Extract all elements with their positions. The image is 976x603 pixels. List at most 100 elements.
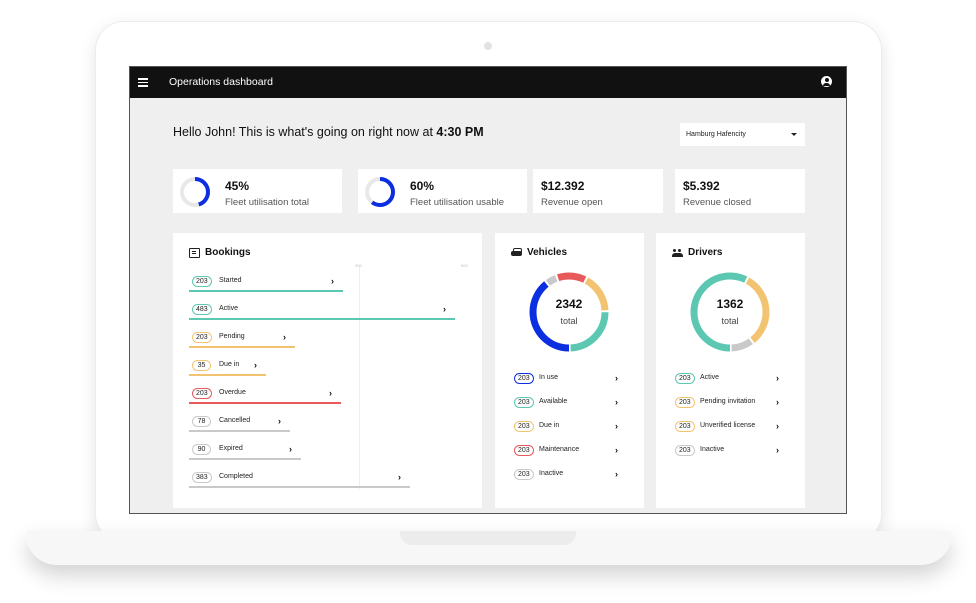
chevron-right-icon[interactable]: › xyxy=(289,444,292,454)
drivers-heading: Drivers xyxy=(672,247,722,258)
kpi-value: 45% xyxy=(225,179,250,193)
row-label: Active xyxy=(219,305,239,312)
count-badge: 35 xyxy=(192,360,211,371)
booking-bar xyxy=(189,402,341,404)
booking-row-active[interactable]: 483 Active › xyxy=(189,304,455,320)
chevron-right-icon[interactable]: › xyxy=(776,421,779,431)
kpi-value: $12.392 xyxy=(541,179,585,193)
count-badge: 78 xyxy=(192,416,211,427)
kpi-value: 60% xyxy=(410,179,435,193)
chevron-right-icon[interactable]: › xyxy=(615,469,618,479)
book-icon xyxy=(189,247,200,258)
booking-row-started[interactable]: 203 Started › xyxy=(189,276,343,292)
row-label: Pending xyxy=(219,333,245,340)
chevron-right-icon[interactable]: › xyxy=(331,276,334,286)
row-label: In use xyxy=(539,374,559,381)
row-label: Overdue xyxy=(219,389,246,396)
bookings-panel: Bookings 200 500 203 Started › 483 Active › 20… xyxy=(173,233,482,508)
count-badge: 383 xyxy=(192,472,212,483)
row-label: Available xyxy=(539,398,568,405)
kpi-fleet-utilisation-usable: 60% Fleet utilisation usable xyxy=(358,169,527,213)
greeting: Hello John! This is what's going on righ… xyxy=(173,125,484,139)
booking-bar xyxy=(189,374,266,376)
people-icon xyxy=(672,248,683,258)
row-label: Due in xyxy=(539,422,560,429)
vehicle-row-in-use[interactable]: 203 In use › xyxy=(511,373,621,387)
booking-row-due-in[interactable]: 35 Due in › xyxy=(189,360,266,376)
driver-row-pending-invitation[interactable]: 203 Pending invitation › xyxy=(672,397,782,411)
greeting-text: Hello John! This is what's going on righ… xyxy=(173,125,437,139)
count-badge: 203 xyxy=(192,332,212,343)
chevron-right-icon[interactable]: › xyxy=(254,360,257,370)
chevron-down-icon xyxy=(791,133,797,136)
driver-row-active[interactable]: 203 Active › xyxy=(672,373,782,387)
chevron-right-icon[interactable]: › xyxy=(398,472,401,482)
booking-bar xyxy=(189,486,410,488)
drivers-total-value: 1362 xyxy=(716,297,744,311)
chevron-right-icon[interactable]: › xyxy=(615,397,618,407)
row-label: Maintenance xyxy=(539,446,580,453)
location-select[interactable]: Hamburg Hafencity xyxy=(680,123,805,146)
chevron-right-icon[interactable]: › xyxy=(615,421,618,431)
vehicle-row-inactive[interactable]: 203 Inactive › xyxy=(511,469,621,483)
chevron-right-icon[interactable]: › xyxy=(776,445,779,455)
chevron-right-icon[interactable]: › xyxy=(278,416,281,426)
kpi-label: Fleet utilisation usable xyxy=(410,197,504,208)
chevron-right-icon[interactable]: › xyxy=(443,304,446,314)
booking-row-expired[interactable]: 90 Expired › xyxy=(189,444,301,460)
vehicles-panel: Vehicles 2342 total 203 In use › 203 Availab… xyxy=(495,233,644,508)
count-badge: 90 xyxy=(192,444,211,455)
booking-row-cancelled[interactable]: 78 Cancelled › xyxy=(189,416,290,432)
chevron-right-icon[interactable]: › xyxy=(615,373,618,383)
driver-row-inactive[interactable]: 203 Inactive › xyxy=(672,445,782,459)
chevron-right-icon[interactable]: › xyxy=(283,332,286,342)
grid-line xyxy=(359,267,360,489)
vehicle-row-due-in[interactable]: 203 Due in › xyxy=(511,421,621,435)
hamburger-icon[interactable] xyxy=(138,78,148,87)
booking-row-pending[interactable]: 203 Pending › xyxy=(189,332,295,348)
account-icon[interactable] xyxy=(821,76,832,87)
kpi-revenue-open: $12.392 Revenue open xyxy=(533,169,663,213)
row-label: Active xyxy=(700,374,720,381)
count-badge: 483 xyxy=(192,304,212,315)
drivers-title: Drivers xyxy=(688,247,723,258)
row-label: Unverified license xyxy=(700,422,756,429)
booking-bar xyxy=(189,430,290,432)
donut-segment-amber xyxy=(690,272,770,352)
row-label: Inactive xyxy=(700,446,725,453)
page-title: Operations dashboard xyxy=(169,76,273,88)
booking-bar xyxy=(189,290,343,292)
booking-row-completed[interactable]: 383 Completed › xyxy=(189,472,410,488)
vehicle-row-maintenance[interactable]: 203 Maintenance › xyxy=(511,445,621,459)
count-badge: 203 xyxy=(192,388,212,399)
chevron-right-icon[interactable]: › xyxy=(776,397,779,407)
kpi-revenue-closed: $5.392 Revenue closed xyxy=(675,169,805,213)
vehicles-donut xyxy=(529,272,609,352)
driver-row-unverified-license[interactable]: 203 Unverified license › xyxy=(672,421,782,435)
count-badge: 203 xyxy=(514,397,534,408)
booking-bar xyxy=(189,458,301,460)
bookings-title: Bookings xyxy=(205,247,251,258)
row-label: Completed xyxy=(219,473,253,480)
chevron-right-icon[interactable]: › xyxy=(776,373,779,383)
chevron-right-icon[interactable]: › xyxy=(329,388,332,398)
chevron-right-icon[interactable]: › xyxy=(615,445,618,455)
drivers-donut xyxy=(690,272,770,352)
booking-row-overdue[interactable]: 203 Overdue › xyxy=(189,388,341,404)
vehicles-title: Vehicles xyxy=(527,247,568,258)
donut-segment-red xyxy=(529,272,609,352)
vehicle-row-available[interactable]: 203 Available › xyxy=(511,397,621,411)
count-badge: 203 xyxy=(675,445,695,456)
count-badge: 203 xyxy=(675,421,695,432)
row-label: Due in xyxy=(219,361,240,368)
kpi-fleet-utilisation-total: 45% Fleet utilisation total xyxy=(173,169,342,213)
donut-segment-blue xyxy=(529,272,609,352)
top-bar: Operations dashboard xyxy=(130,67,846,98)
count-badge: 203 xyxy=(514,421,534,432)
kpi-value: $5.392 xyxy=(683,179,720,193)
vehicles-total-value: 2342 xyxy=(555,297,583,311)
kpi-label: Revenue closed xyxy=(683,197,752,208)
booking-bar xyxy=(189,346,295,348)
vehicles-heading: Vehicles xyxy=(511,247,567,258)
drivers-total-label: total xyxy=(721,316,739,326)
